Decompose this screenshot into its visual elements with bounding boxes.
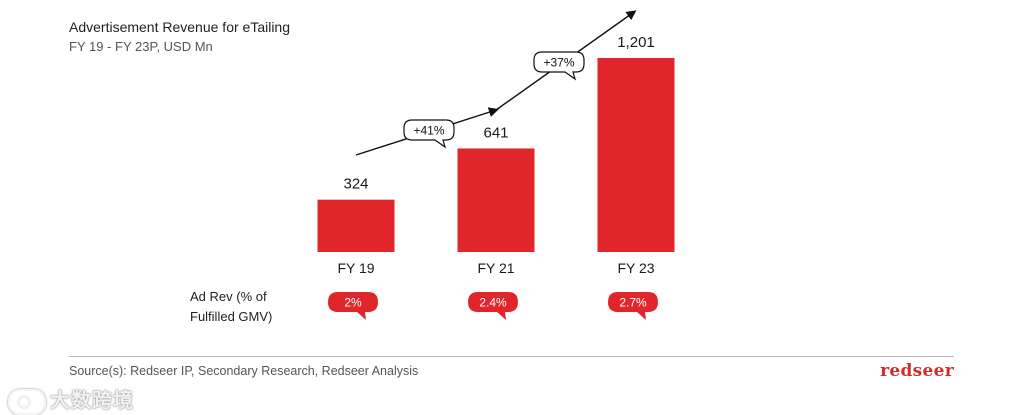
watermark: 大数跨境 xyxy=(8,384,134,415)
value-label-fy-21: 641 xyxy=(483,124,508,141)
bar-fy-23 xyxy=(597,58,675,252)
chart-title: Advertisement Revenue for eTailing xyxy=(69,19,291,35)
ad-rev-row-label: Ad Rev (% of Fulfilled GMV) xyxy=(190,287,272,327)
bar-fy-21 xyxy=(457,148,535,252)
category-label-fy-19: FY 19 xyxy=(337,260,374,276)
category-label-fy-21: FY 21 xyxy=(477,260,514,276)
source-note: Source(s): Redseer IP, Secondary Researc… xyxy=(69,364,419,378)
ad-rev-pill-label-2: 2.4% xyxy=(479,296,507,310)
growth-callout-1 xyxy=(403,119,455,149)
value-label-fy-19: 324 xyxy=(343,176,368,193)
watermark-text: 大数跨境 xyxy=(50,390,134,412)
footer-divider xyxy=(69,356,954,357)
ad-rev-pill-label-3: 2.7% xyxy=(619,296,647,310)
ad-rev-pill-1 xyxy=(328,292,378,320)
chart-subtitle: FY 19 - FY 23P, USD Mn xyxy=(69,39,213,54)
ad-rev-row-label-line2: Fulfilled GMV) xyxy=(190,309,273,324)
ad-rev-pill-label-1: 2% xyxy=(344,296,362,310)
ad-rev-row-label-line1: Ad Rev (% of xyxy=(190,289,267,304)
brand-logo: redseer xyxy=(880,361,954,381)
ad-rev-pill-2 xyxy=(468,292,518,320)
growth-label-1: +41% xyxy=(413,124,444,138)
category-label-fy-23: FY 23 xyxy=(617,260,654,276)
growth-callout-2 xyxy=(533,51,585,81)
ad-rev-pill-3 xyxy=(608,292,658,320)
growth-label-2: +37% xyxy=(543,56,574,70)
value-label-fy-23: 1,201 xyxy=(617,34,655,51)
bar-fy-19 xyxy=(317,199,395,252)
watermark-logo-icon xyxy=(8,388,46,415)
